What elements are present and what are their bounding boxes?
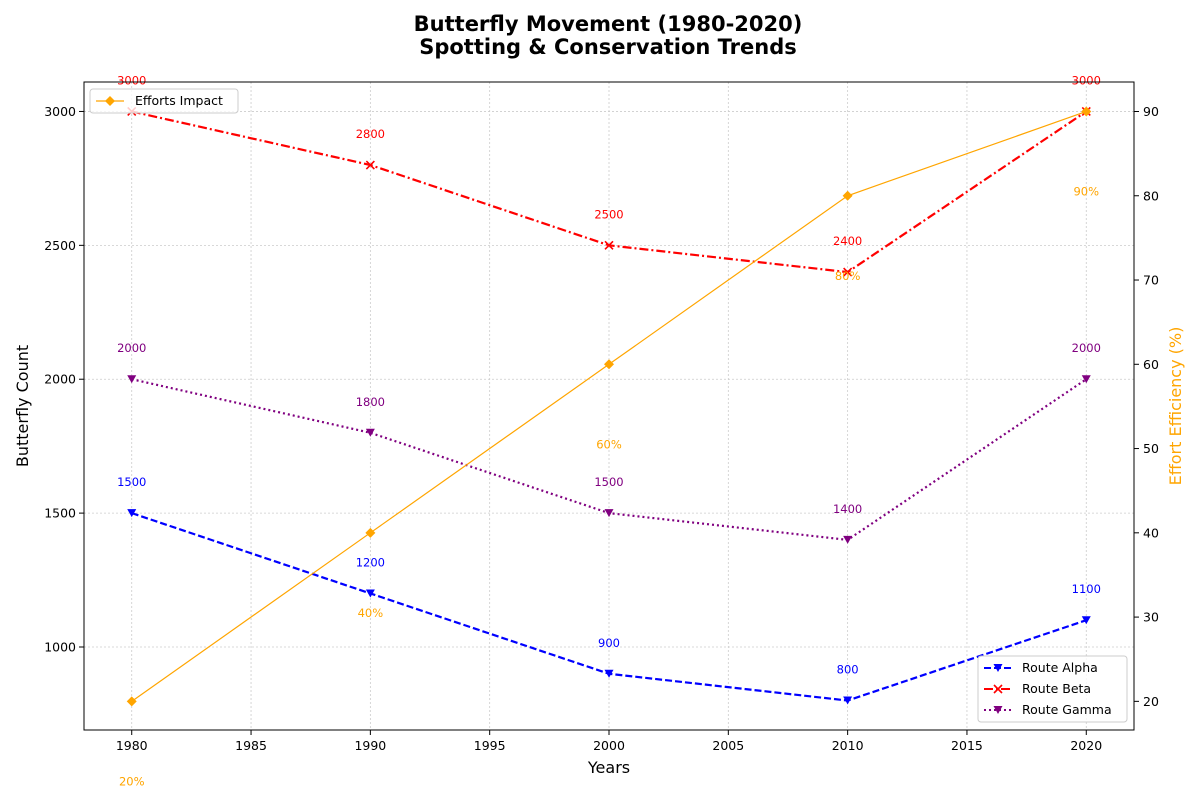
data-label-efforts-impact: 40% [358, 606, 384, 620]
data-label-route-beta: 2500 [594, 207, 623, 221]
legend-secondary-box [89, 88, 239, 114]
y2-tick-label: 30 [1143, 610, 1159, 625]
point-route-gamma [365, 428, 375, 437]
legend-secondary: Efforts Impact [89, 88, 239, 114]
series-layer [126, 106, 1092, 707]
point-route-beta [604, 240, 614, 250]
y-axis-left: 1000 1500 2000 2500 3000 [44, 104, 84, 654]
point-route-alpha [127, 509, 137, 518]
x-tick-label: 2015 [951, 738, 983, 753]
data-label-route-gamma: 1800 [356, 395, 385, 409]
y2-tick-label: 50 [1143, 441, 1159, 456]
x-tick-label: 1990 [354, 738, 386, 753]
legend-alpha-marker [993, 664, 1003, 672]
x-tick-label: 2005 [712, 738, 744, 753]
x-tick-label: 1980 [116, 738, 148, 753]
y-axis-right: 20 30 40 50 60 70 80 90 [1134, 104, 1159, 709]
legend-beta-marker [993, 684, 1003, 694]
y-tick-label: 1000 [44, 639, 76, 654]
data-label-route-gamma: 1400 [833, 502, 862, 516]
data-label-route-alpha: 900 [598, 636, 620, 650]
data-label-efforts-impact: 90% [1073, 184, 1099, 198]
point-route-gamma [127, 375, 137, 384]
point-efforts-impact [365, 527, 376, 538]
legend-gamma-label: Route Gamma [1022, 702, 1112, 717]
y2-tick-label: 40 [1143, 525, 1159, 540]
point-route-gamma [604, 509, 614, 518]
data-label-efforts-impact: 80% [835, 269, 861, 283]
data-label-route-gamma: 2000 [117, 341, 146, 355]
x-tick-label: 2000 [593, 738, 625, 753]
point-route-beta [365, 160, 375, 170]
point-route-alpha [604, 669, 614, 678]
legend-efforts-marker [105, 96, 115, 106]
point-route-gamma [843, 535, 853, 544]
data-label-efforts-impact: 20% [119, 774, 145, 788]
y2-axis-label: Effort Efficiency (%) [1166, 327, 1185, 486]
y-axis-label: Butterfly Count [13, 345, 32, 467]
point-route-beta [843, 267, 853, 277]
data-label-route-beta: 2800 [356, 127, 385, 141]
y2-tick-label: 80 [1143, 188, 1159, 203]
x-tick-label: 1995 [474, 738, 506, 753]
point-efforts-impact [604, 359, 614, 370]
data-labels: 1500 1200 900 800 1100 3000 2800 2500 2400 3000 20… [117, 73, 1101, 788]
point-efforts-impact [842, 190, 853, 201]
x-tick-label: 1985 [235, 738, 267, 753]
y-tick-label: 3000 [44, 104, 76, 119]
point-route-alpha [365, 589, 375, 598]
x-tick-label: 2020 [1070, 738, 1102, 753]
x-axis: 1980 1985 1990 1995 2000 2005 2010 2015 2020 [116, 730, 1102, 753]
data-label-route-beta: 3000 [1072, 73, 1101, 87]
y2-tick-label: 70 [1143, 273, 1159, 288]
legend-main: Route Alpha Route Beta Route Gamma [977, 655, 1128, 723]
data-label-route-alpha: 1500 [117, 475, 146, 489]
point-efforts-impact [126, 696, 137, 707]
point-efforts-impact [1081, 106, 1092, 117]
y-tick-label: 1500 [44, 506, 76, 521]
x-axis-label: Years [587, 758, 630, 777]
legend-beta-label: Route Beta [1022, 681, 1091, 696]
data-label-route-alpha: 1200 [356, 555, 385, 569]
y2-tick-label: 20 [1143, 694, 1159, 709]
grid [84, 82, 1134, 730]
y-tick-label: 2000 [44, 372, 76, 387]
legend-gamma-marker [993, 706, 1003, 714]
legend-alpha-label: Route Alpha [1022, 660, 1098, 675]
legend-main-box [977, 655, 1128, 723]
data-label-route-gamma: 1500 [594, 475, 623, 489]
y-tick-label: 2500 [44, 238, 76, 253]
chart-title-line2: Spotting & Conservation Trends [419, 35, 797, 59]
point-route-alpha [843, 696, 853, 705]
y2-tick-label: 90 [1143, 104, 1159, 119]
y2-tick-label: 60 [1143, 357, 1159, 372]
data-label-route-gamma: 2000 [1072, 341, 1101, 355]
data-label-route-beta: 3000 [117, 73, 146, 87]
data-label-route-beta: 2400 [833, 234, 862, 248]
point-route-alpha [1081, 616, 1091, 625]
legend-efforts-label: Efforts Impact [135, 93, 223, 108]
data-label-route-alpha: 1100 [1072, 582, 1101, 596]
chart-title-line1: Butterfly Movement (1980-2020) [414, 12, 803, 36]
data-label-route-alpha: 800 [837, 663, 859, 677]
x-tick-label: 2010 [832, 738, 864, 753]
point-route-gamma [1081, 375, 1091, 384]
data-label-efforts-impact: 60% [596, 437, 622, 451]
